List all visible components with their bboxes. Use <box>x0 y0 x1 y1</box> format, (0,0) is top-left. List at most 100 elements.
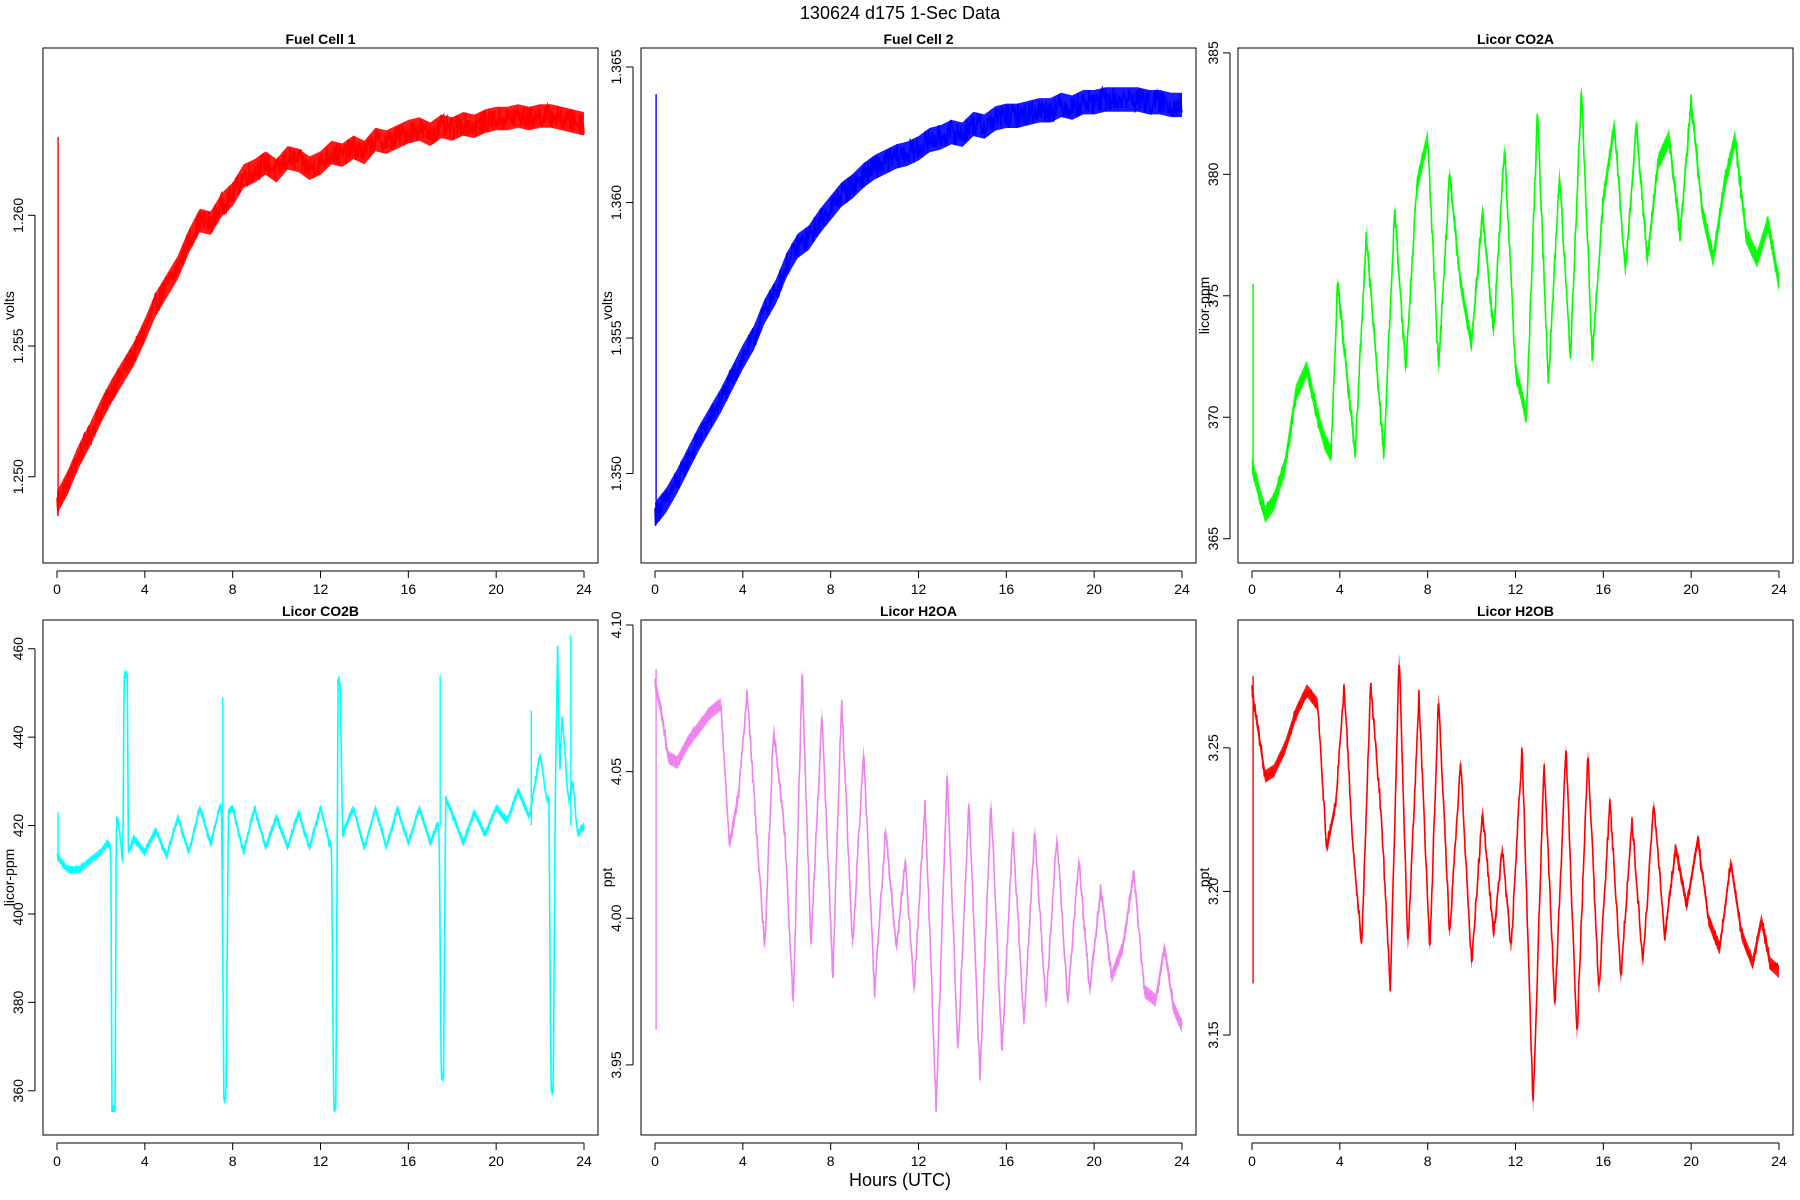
x-tick-label-licor-co2a-4: 16 <box>1596 581 1612 597</box>
panel-title-fuel-cell-1: Fuel Cell 1 <box>285 31 355 47</box>
x-tick-label-fuel-cell-1-0: 0 <box>53 581 61 597</box>
x-tick-label-licor-h2oa-1: 4 <box>739 1153 747 1169</box>
y-tick-label-licor-h2oa-3: 4.10 <box>608 611 624 638</box>
series-line-licor-h2ob <box>1251 664 1780 1102</box>
x-tick-label-licor-co2b-0: 0 <box>53 1153 61 1169</box>
y-tick-label-fuel-cell-1-1: 1.255 <box>10 328 26 363</box>
y-tick-label-licor-co2b-5: 460 <box>10 637 26 661</box>
x-tick-label-licor-co2a-0: 0 <box>1248 581 1256 597</box>
x-tick-label-licor-co2b-3: 12 <box>313 1153 329 1169</box>
x-tick-label-licor-h2ob-2: 8 <box>1424 1153 1432 1169</box>
x-tick-label-licor-co2a-1: 4 <box>1336 581 1344 597</box>
series-licor-h2ob <box>1251 652 1780 1114</box>
panel-title-licor-h2oa: Licor H2OA <box>880 603 957 619</box>
y-axis-label-licor-co2a: licor-ppm <box>1196 277 1212 335</box>
x-tick-label-fuel-cell-2-0: 0 <box>651 581 659 597</box>
series-licor-co2a <box>1251 87 1780 523</box>
x-tick-label-fuel-cell-1-3: 12 <box>313 581 329 597</box>
panel-fuel-cell-1: Fuel Cell 1 volts 0 4 8 12 16 20 24 1.250 1.255 1.2… <box>1 31 599 597</box>
x-tick-label-licor-h2oa-6: 24 <box>1174 1153 1190 1169</box>
figure-title: 130624 d175 1-Sec Data <box>799 3 1001 23</box>
series-fuel-cell-1 <box>56 102 585 516</box>
series-fuel-cell-2 <box>654 85 1183 527</box>
plot-frame-licor-h2oa <box>640 619 1197 1136</box>
y-tick-label-fuel-cell-1-0: 1.250 <box>10 459 26 494</box>
series-band-licor-h2ob <box>1252 652 1779 1114</box>
x-tick-label-fuel-cell-1-5: 20 <box>488 581 504 597</box>
x-tick-label-licor-h2oa-2: 8 <box>827 1153 835 1169</box>
x-tick-label-licor-h2ob-0: 0 <box>1248 1153 1256 1169</box>
plot-frame-fuel-cell-1 <box>42 47 599 564</box>
y-tick-label-licor-co2a-3: 380 <box>1205 162 1221 186</box>
y-tick-label-licor-co2b-3: 420 <box>10 814 26 838</box>
x-tick-label-licor-h2oa-4: 16 <box>999 1153 1015 1169</box>
x-tick-label-fuel-cell-2-2: 8 <box>827 581 835 597</box>
y-axis-label-licor-co2b: licor-ppm <box>1 849 17 907</box>
x-tick-label-licor-co2a-5: 20 <box>1683 581 1699 597</box>
x-tick-label-fuel-cell-2-6: 24 <box>1174 581 1190 597</box>
y-axis-label-fuel-cell-2: volts <box>599 291 615 320</box>
x-tick-label-licor-h2oa-5: 20 <box>1086 1153 1102 1169</box>
x-tick-label-licor-co2a-2: 8 <box>1424 581 1432 597</box>
series-line-fuel-cell-1 <box>56 102 585 509</box>
series-line-licor-co2b <box>56 645 585 1114</box>
panel-licor-h2oa: Licor H2OA ppt 0 4 8 12 16 20 24 3.95 4.00 4.05 4.10 <box>599 603 1197 1169</box>
panel-title-licor-co2a: Licor CO2A <box>1477 31 1554 47</box>
series-licor-h2oa <box>654 668 1183 1116</box>
series-line-licor-co2a <box>1251 91 1780 519</box>
y-tick-label-licor-co2b-4: 440 <box>10 725 26 749</box>
y-axis-label-licor-h2oa: ppt <box>599 868 615 888</box>
x-tick-label-licor-co2b-1: 4 <box>141 1153 149 1169</box>
x-tick-label-licor-h2ob-3: 12 <box>1508 1153 1524 1169</box>
x-tick-label-licor-h2oa-3: 12 <box>911 1153 927 1169</box>
x-tick-label-fuel-cell-1-1: 4 <box>141 581 149 597</box>
y-tick-label-licor-h2ob-0: 3.15 <box>1205 1021 1221 1048</box>
x-tick-label-licor-co2b-6: 24 <box>576 1153 592 1169</box>
x-tick-label-licor-co2b-2: 8 <box>229 1153 237 1169</box>
x-tick-label-licor-co2a-3: 12 <box>1508 581 1524 597</box>
panel-licor-co2a: Licor CO2A licor-ppm 0 4 8 12 16 20 24 365 370 375 3… <box>1196 31 1794 597</box>
y-tick-label-licor-h2ob-1: 3.20 <box>1205 878 1221 905</box>
panel-title-fuel-cell-2: Fuel Cell 2 <box>883 31 953 47</box>
y-axis-label-licor-h2ob: ppt <box>1196 868 1212 888</box>
x-tick-label-licor-co2a-6: 24 <box>1771 581 1787 597</box>
series-line-licor-h2oa <box>654 674 1183 1112</box>
x-tick-label-licor-h2oa-0: 0 <box>651 1153 659 1169</box>
plot-frame-licor-co2b <box>42 619 599 1136</box>
y-tick-label-fuel-cell-2-1: 1.355 <box>608 320 624 355</box>
series-band-licor-h2oa <box>655 668 1182 1116</box>
panel-fuel-cell-2: Fuel Cell 2 volts 0 4 8 12 16 20 24 1.350 1.355 1.3… <box>599 31 1197 597</box>
y-tick-label-licor-co2a-4: 385 <box>1205 41 1221 65</box>
y-tick-label-licor-co2a-1: 370 <box>1205 405 1221 429</box>
x-tick-label-licor-h2ob-5: 20 <box>1683 1153 1699 1169</box>
figure-x-axis-label: Hours (UTC) <box>849 1170 951 1190</box>
y-tick-label-fuel-cell-2-0: 1.350 <box>608 456 624 491</box>
plot-frame-licor-co2a <box>1237 47 1794 564</box>
y-tick-label-licor-co2b-0: 360 <box>10 1079 26 1103</box>
panel-licor-co2b: Licor CO2B licor-ppm 0 4 8 12 16 20 24 360 380 400 4… <box>1 603 599 1169</box>
panel-title-licor-h2ob: Licor H2OB <box>1477 603 1554 619</box>
x-tick-label-licor-h2ob-6: 24 <box>1771 1153 1787 1169</box>
x-tick-label-fuel-cell-1-6: 24 <box>576 581 592 597</box>
panel-licor-h2ob: Licor H2OB ppt 0 4 8 12 16 20 24 3.15 3.20 3.25 <box>1196 603 1794 1169</box>
y-tick-label-fuel-cell-2-2: 1.360 <box>608 185 624 220</box>
y-axis-label-fuel-cell-1: volts <box>1 291 17 320</box>
x-tick-label-fuel-cell-1-2: 8 <box>229 581 237 597</box>
series-line-fuel-cell-2 <box>654 85 1183 526</box>
x-tick-label-fuel-cell-2-3: 12 <box>911 581 927 597</box>
series-band-fuel-cell-1 <box>57 104 584 515</box>
y-tick-label-fuel-cell-2-3: 1.365 <box>608 49 624 84</box>
y-tick-label-licor-co2a-0: 365 <box>1205 527 1221 551</box>
y-tick-label-licor-h2ob-2: 3.25 <box>1205 734 1221 761</box>
y-tick-label-licor-h2oa-0: 3.95 <box>608 1051 624 1078</box>
y-tick-label-licor-h2oa-1: 4.00 <box>608 904 624 931</box>
y-tick-label-fuel-cell-1-2: 1.260 <box>10 198 26 233</box>
plot-frame-licor-h2ob <box>1237 619 1794 1136</box>
x-tick-label-fuel-cell-2-5: 20 <box>1086 581 1102 597</box>
panel-title-licor-co2b: Licor CO2B <box>282 603 359 619</box>
x-tick-label-fuel-cell-2-4: 16 <box>999 581 1015 597</box>
y-tick-label-licor-co2b-2: 400 <box>10 902 26 926</box>
series-band-licor-co2b <box>57 645 584 1112</box>
